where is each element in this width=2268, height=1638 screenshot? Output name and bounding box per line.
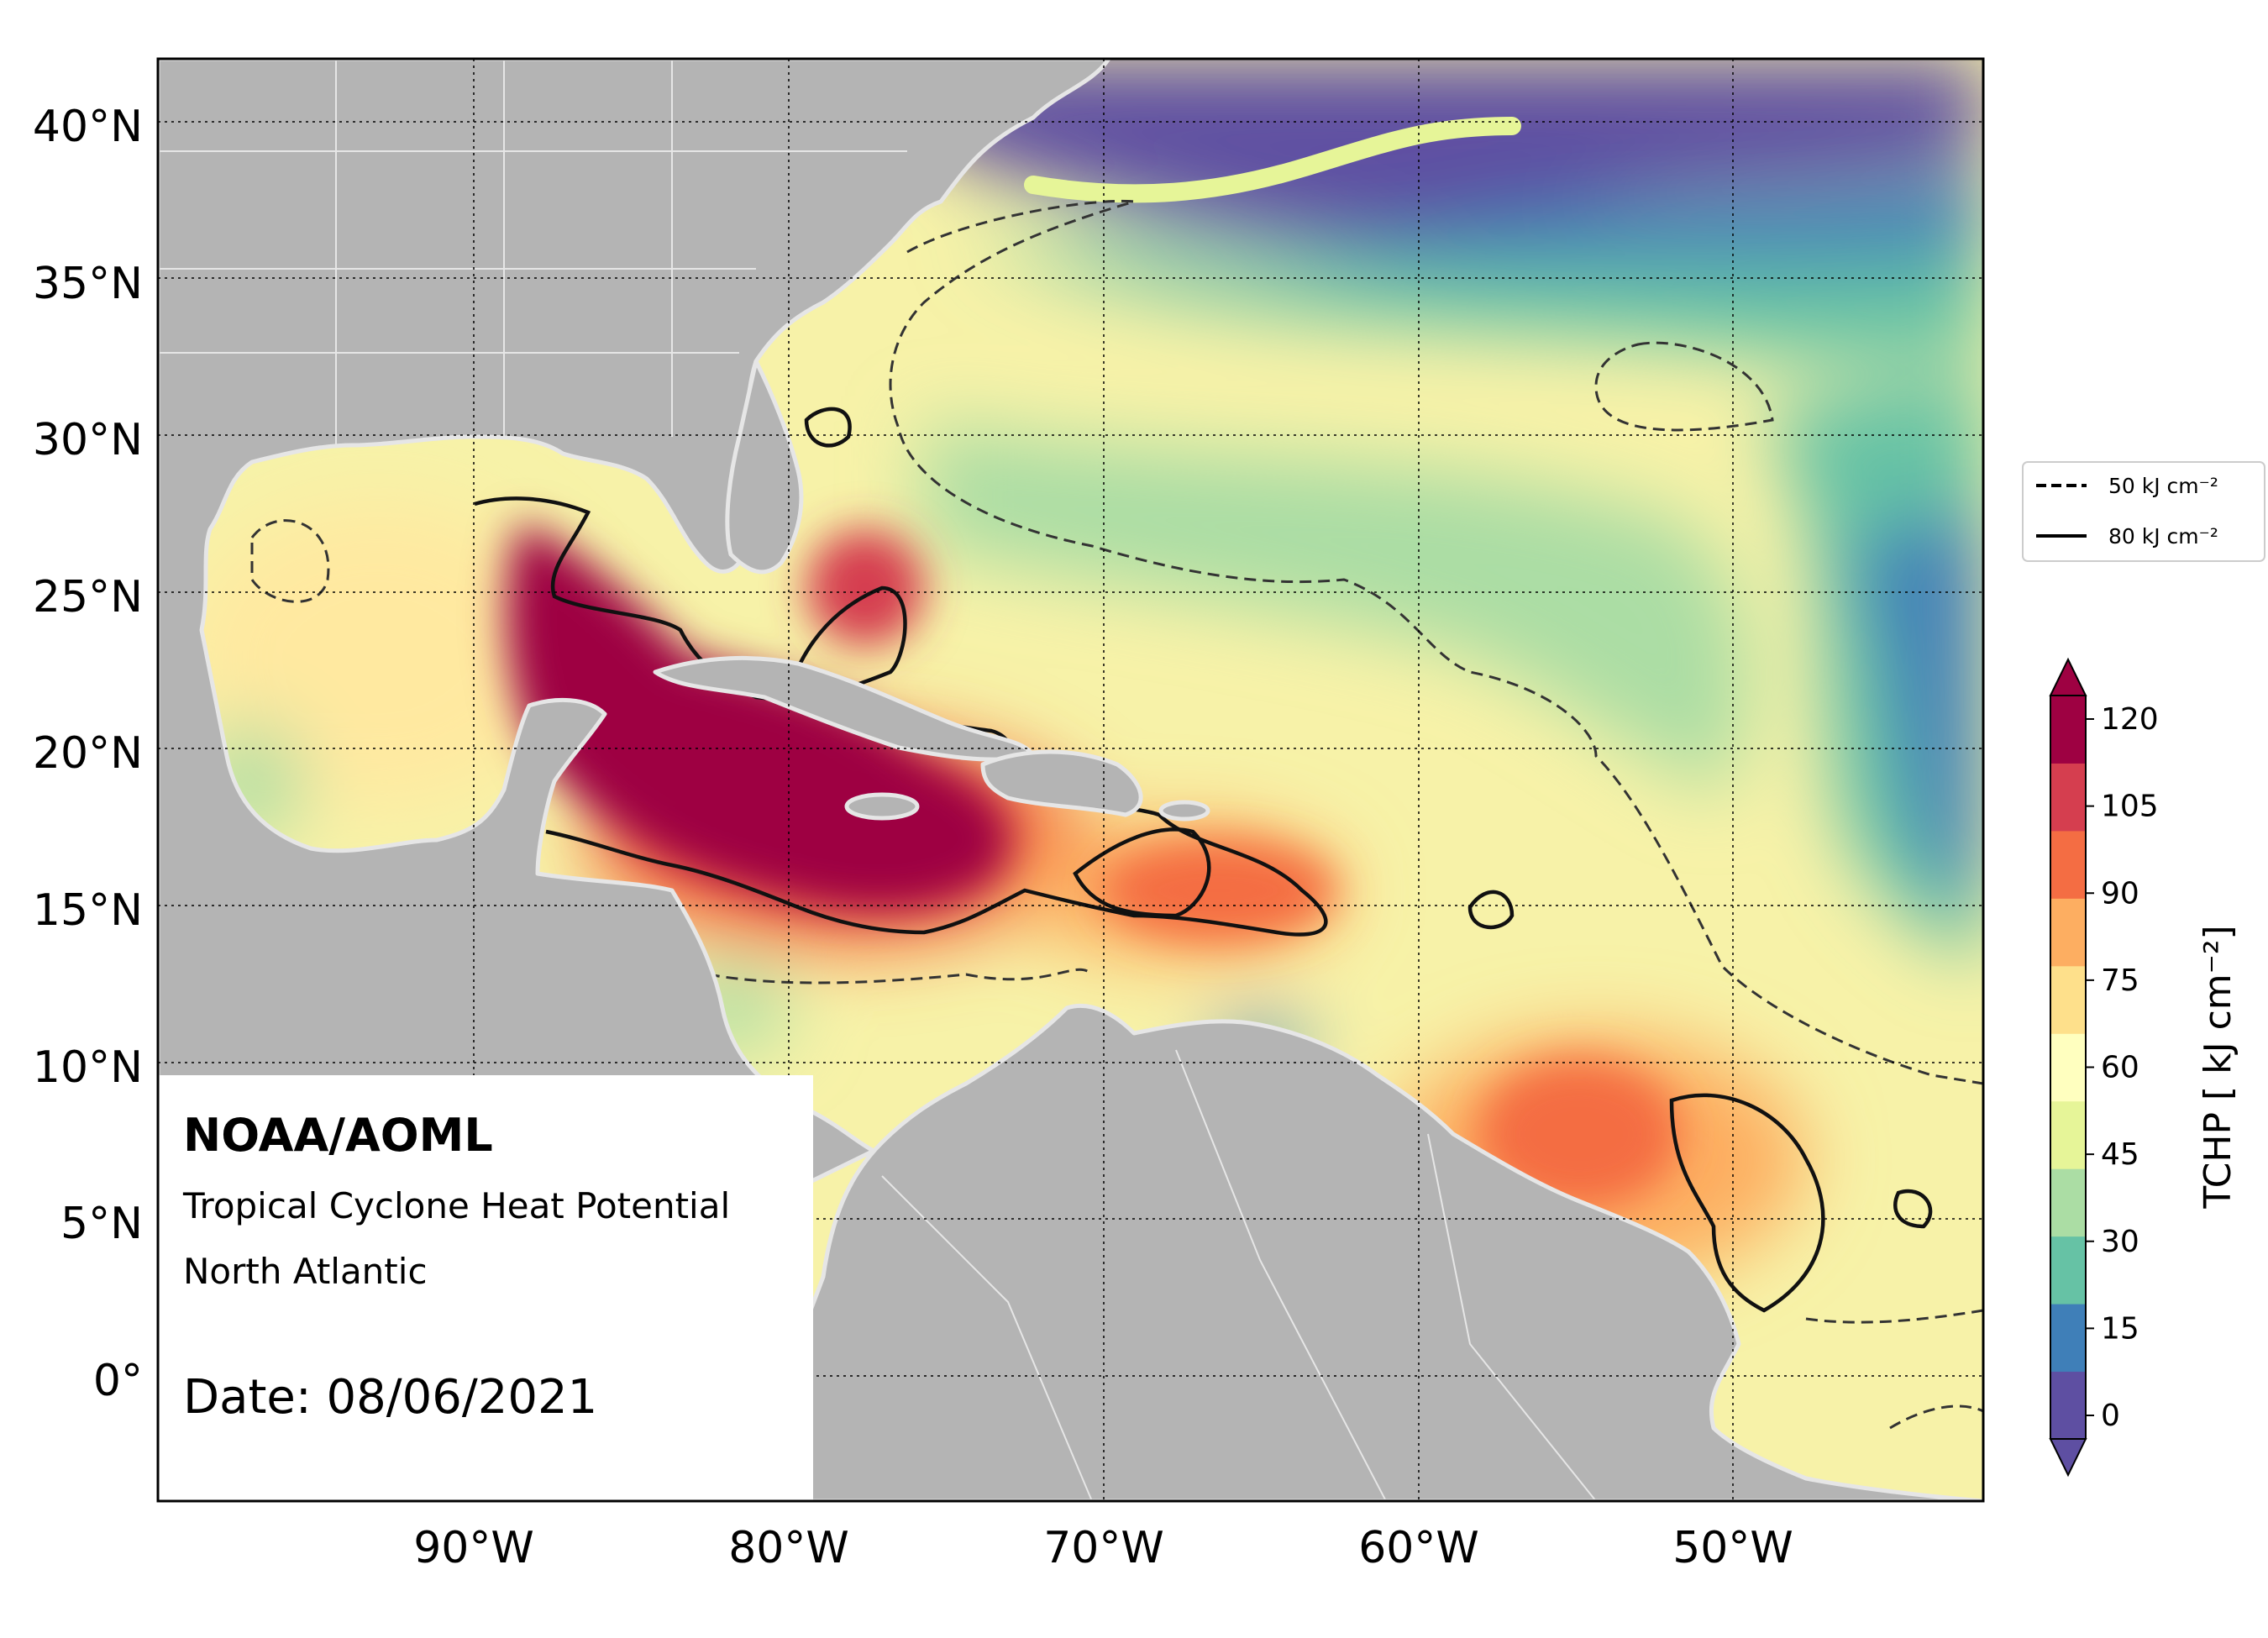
legend-label-50: 50 kJ cm⁻² bbox=[2108, 474, 2218, 498]
hispaniola bbox=[980, 749, 1143, 817]
contour-legend: 50 kJ cm⁻² 80 kJ cm⁻² bbox=[2022, 461, 2265, 562]
annotation-date: Date: 08/06/2021 bbox=[183, 1370, 597, 1425]
annotation-brand: NOAA/AOML bbox=[183, 1109, 493, 1162]
lat-tick-label: 10°N bbox=[33, 1042, 143, 1093]
florida bbox=[725, 359, 804, 575]
puerto-rico bbox=[1158, 800, 1210, 822]
map-area bbox=[158, 59, 1983, 1501]
south-america bbox=[753, 1003, 1983, 1501]
lon-tick-label: 70°W bbox=[1043, 1523, 1164, 1573]
lon-tick-labels: 90°W 80°W 70°W 60°W 50°W bbox=[413, 1523, 1793, 1573]
colorbar-bottom-extend bbox=[2049, 1438, 2087, 1478]
lat-tick-label: 30°N bbox=[33, 415, 143, 465]
colorbar-label: TCHP [ kJ cm⁻²] bbox=[2197, 925, 2239, 1209]
lat-tick-label: 15°N bbox=[33, 885, 143, 936]
contour-50 bbox=[250, 199, 1983, 1430]
colorbar-tick-label: 45 bbox=[2101, 1137, 2139, 1172]
map-frame bbox=[156, 57, 1985, 1503]
colorbar-tick-label: 30 bbox=[2101, 1225, 2139, 1259]
colorbar-segment bbox=[2050, 1304, 2086, 1373]
colorbar-top-extend bbox=[2049, 657, 2087, 696]
colorbar-segment bbox=[2050, 696, 2086, 764]
lat-tick-label: 5°N bbox=[60, 1199, 143, 1249]
colorbar-tick-label: 15 bbox=[2101, 1311, 2139, 1346]
lat-tick-label: 0° bbox=[93, 1356, 143, 1406]
lat-tick-label: 35°N bbox=[33, 259, 143, 309]
colorbar-tick-label: 105 bbox=[2101, 790, 2159, 824]
colorbar-segment bbox=[2050, 1236, 2086, 1305]
borders bbox=[158, 59, 1597, 1501]
colorbar-tick-label: 90 bbox=[2101, 876, 2139, 911]
lon-tick-label: 90°W bbox=[413, 1523, 534, 1573]
colorbar-tick-label: 120 bbox=[2101, 702, 2159, 737]
colorbar-segment bbox=[2050, 763, 2086, 832]
colorbar-ticks: 0 15 30 45 60 75 90 105 120 bbox=[2086, 702, 2159, 1433]
annotation-region: North Atlantic bbox=[183, 1251, 428, 1292]
colorbar-tick-label: 75 bbox=[2101, 963, 2139, 998]
contour-80 bbox=[474, 407, 1933, 1313]
colorbar-segment bbox=[2050, 1100, 2086, 1169]
lon-tick-label: 80°W bbox=[728, 1523, 849, 1573]
legend-label-80: 80 kJ cm⁻² bbox=[2108, 524, 2218, 549]
jamaica bbox=[844, 792, 920, 821]
lon-tick-label: 60°W bbox=[1358, 1523, 1479, 1573]
colorbar-segment bbox=[2050, 898, 2086, 967]
lat-tick-label: 20°N bbox=[33, 728, 143, 779]
colorbar-segment bbox=[2050, 965, 2086, 1034]
gulf-stream bbox=[1024, 117, 1521, 203]
colorbar-tick-label: 0 bbox=[2101, 1399, 2120, 1433]
lat-tick-labels: 40°N 35°N 30°N 25°N 20°N 15°N 10°N 5°N 0… bbox=[33, 102, 143, 1406]
lon-tick-label: 50°W bbox=[1672, 1523, 1793, 1573]
colorbar-tick-label: 60 bbox=[2101, 1051, 2139, 1085]
annotation-product: Tropical Cyclone Heat Potential bbox=[182, 1185, 730, 1226]
colorbar-segments bbox=[2050, 696, 2086, 1440]
lat-tick-label: 40°N bbox=[33, 102, 143, 152]
colorbar-segment bbox=[2050, 1168, 2086, 1237]
colorbar-segment bbox=[2050, 1033, 2086, 1102]
annotation-box bbox=[158, 1075, 813, 1501]
colorbar-segment bbox=[2050, 1371, 2086, 1440]
colorbar-segment bbox=[2050, 830, 2086, 899]
colorbar: 0 15 30 45 60 75 90 105 120 TCHP [ kJ cm⁻²] bbox=[2049, 657, 2239, 1478]
lat-tick-label: 25°N bbox=[33, 572, 143, 622]
